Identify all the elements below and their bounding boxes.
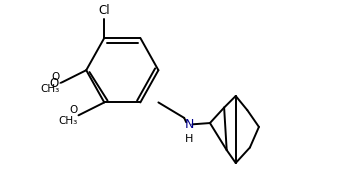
Text: N: N <box>185 118 194 131</box>
Text: O: O <box>49 77 59 90</box>
Text: H: H <box>185 134 193 144</box>
Text: O
CH₃: O CH₃ <box>58 105 77 126</box>
Text: O
CH₃: O CH₃ <box>40 72 59 94</box>
Text: methyl: methyl <box>59 83 65 84</box>
Text: methoxy: methoxy <box>52 83 59 84</box>
Text: Cl: Cl <box>99 4 110 17</box>
